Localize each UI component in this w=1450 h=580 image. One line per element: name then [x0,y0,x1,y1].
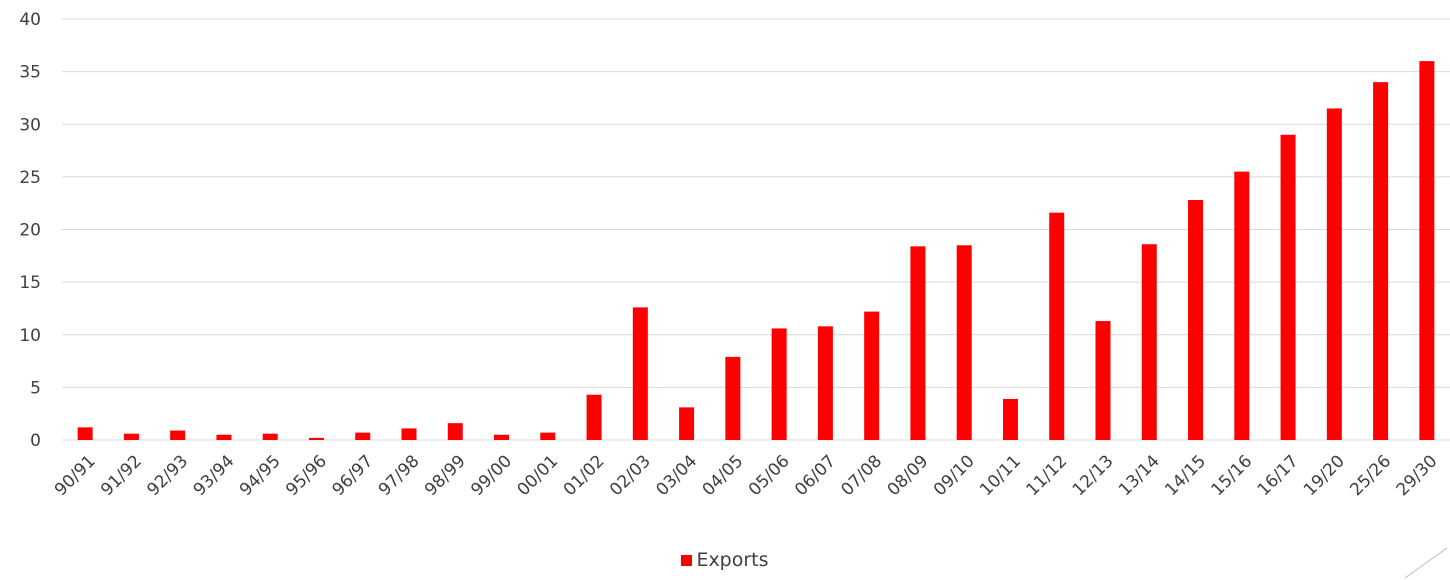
y-tick-label: 35 [19,63,41,83]
x-tick-label: 07/08 [837,451,886,500]
gridlines [62,18,1450,441]
x-tick-label: 98/99 [421,451,470,500]
bar [1326,108,1342,441]
bar [123,433,139,440]
bar [494,434,510,440]
bar [771,328,787,440]
x-tick-label: 93/94 [190,451,239,500]
x-tick-label: 90/91 [51,451,100,500]
bar [1373,82,1389,441]
x-tick-label: 15/16 [1208,451,1257,500]
bar [679,407,695,440]
y-tick-label: 10 [19,326,41,346]
bar [864,311,880,440]
bar [632,307,648,440]
x-tick-label: 96/97 [328,451,377,500]
x-tick-label: 92/93 [143,451,192,500]
bar [1002,398,1018,440]
x-tick-label: 10/11 [976,451,1025,500]
x-tick-label: 94/95 [236,451,285,500]
bar [401,428,417,440]
x-tick-label: 19/20 [1300,451,1349,500]
bar [586,394,602,440]
bar [355,432,371,440]
x-tick-label: 91/92 [97,451,146,500]
x-tick-label: 95/96 [282,451,331,500]
x-tick-label: 02/03 [606,451,655,500]
bar [540,432,556,440]
bar [817,326,833,440]
bar [1141,244,1157,440]
bar [262,433,278,440]
y-axis-tick-labels: 0 5 10 15 20 25 30 35 40 [19,10,41,451]
y-tick-label: 40 [19,10,41,30]
corner-decoration-line [1404,547,1448,579]
bar [1095,321,1111,440]
bar [956,245,972,440]
x-tick-label: 08/09 [884,451,933,500]
x-tick-label: 01/02 [560,451,609,500]
y-tick-label: 5 [30,378,41,398]
x-tick-label: 99/00 [467,451,516,500]
x-axis-tick-labels: 90/9191/9292/9393/9494/9595/9696/9797/98… [51,451,1442,500]
bar [1419,61,1435,440]
x-tick-label: 04/05 [699,451,748,500]
x-tick-label: 97/98 [375,451,424,500]
bar [725,356,741,440]
legend-swatch [681,555,693,566]
x-tick-label: 12/13 [1069,451,1118,500]
bar [216,434,232,440]
bar [1188,200,1204,440]
y-tick-label: 30 [19,115,41,135]
bars [77,61,1435,441]
x-tick-label: 09/10 [930,451,979,500]
bar [1049,212,1065,440]
bar [447,423,463,440]
x-tick-label: 13/14 [1115,451,1164,500]
x-tick-label: 29/30 [1393,451,1442,500]
bar [77,427,93,440]
x-tick-label: 05/06 [745,451,794,500]
x-tick-label: 11/12 [1022,451,1071,500]
x-tick-label: 16/17 [1254,451,1303,500]
legend-label: Exports [696,549,769,571]
x-tick-label: 06/07 [791,451,840,500]
bar [170,430,186,440]
y-tick-label: 20 [19,221,41,241]
x-tick-label: 00/01 [514,451,563,500]
y-tick-label: 25 [19,168,41,188]
bar [1234,171,1250,441]
bar [308,437,324,440]
x-tick-label: 03/04 [652,451,701,500]
bar [1280,134,1296,440]
bar [910,246,926,440]
legend: Exports [0,549,1450,571]
y-tick-label: 15 [19,273,41,293]
y-tick-label: 0 [30,431,41,451]
x-tick-label: 14/15 [1161,451,1210,500]
x-tick-label: 25/26 [1346,451,1395,500]
